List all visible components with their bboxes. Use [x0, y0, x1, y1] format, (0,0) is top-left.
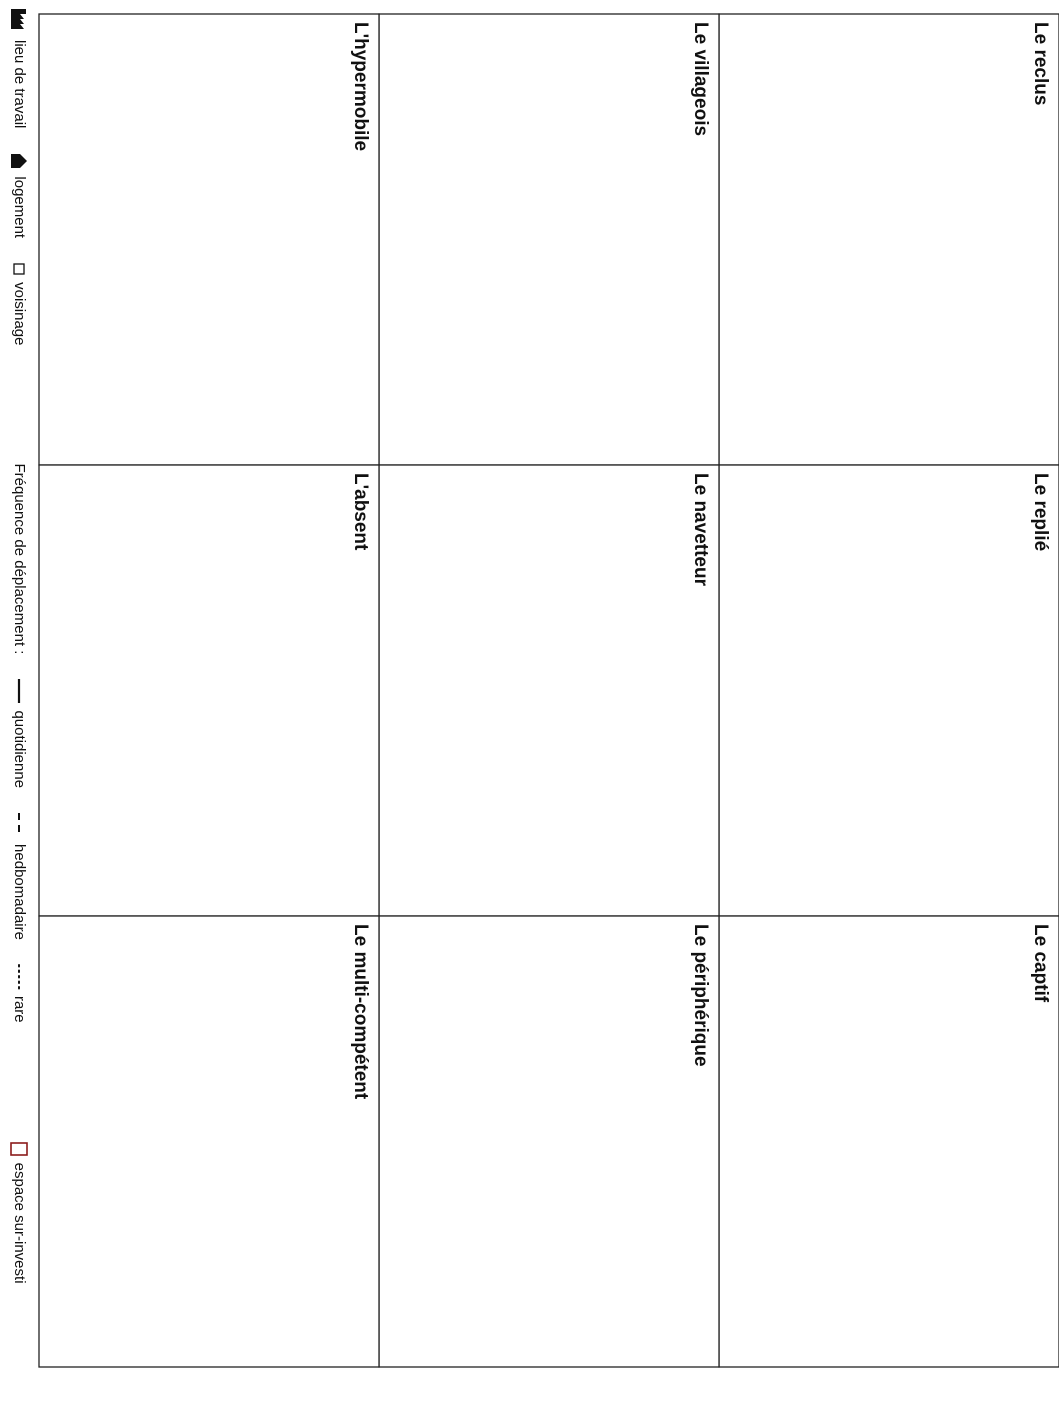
- panel-title-absent: L'absent: [350, 473, 371, 551]
- legend-neighborhood-label: voisinage: [11, 282, 28, 346]
- panel-frame-absent: [38, 464, 380, 917]
- panel-title-navetteur: Le navetteur: [690, 473, 711, 587]
- panel-frame-villageois: [378, 13, 720, 466]
- panel-title-reclus: Le reclus: [1030, 22, 1051, 105]
- panel-peripherique: Ailleurscentre-villela villepôle périphé…: [378, 915, 720, 1368]
- dashed-line-icon: [18, 813, 21, 838]
- legend-housing-label: logement: [11, 176, 28, 239]
- legend-daily-label: quotidienne: [11, 710, 28, 789]
- legend-over-invested-label: espace sur-investi: [11, 1162, 28, 1284]
- panel-reclus: Ailleurscentre-villela villepôle périphé…: [718, 13, 1059, 466]
- legend-weekly: hedbomadaire: [11, 812, 28, 940]
- panel-captif: Ailleurscentre-villela villepôle périphé…: [718, 915, 1059, 1368]
- legend-over-invested: espace sur-investi: [10, 1141, 29, 1284]
- panel-replie: Ailleurscentre-villela villepôle périphé…: [718, 464, 1059, 917]
- panel-title-captif: Le captif: [1030, 924, 1051, 1003]
- legend-daily: quotidienne: [11, 678, 28, 788]
- legend-rare: rare: [11, 963, 28, 1023]
- factory-icon: [11, 9, 27, 29]
- legend-weekly-label: hedbomadaire: [11, 844, 28, 940]
- panel-title-peripherique: Le périphérique: [690, 924, 711, 1067]
- panel-title-multi: Le multi-compétent: [350, 924, 371, 1100]
- panel-villageois: Ailleurscentre-villela villepôle périphé…: [378, 13, 720, 466]
- legend-workplace: lieu de travail: [11, 8, 29, 128]
- legend: lieu de travail logement voisinage Fréqu…: [0, 0, 39, 1413]
- panel-frame-multi: [38, 915, 380, 1368]
- panel-title-hypermobile: L'hypermobile: [350, 22, 371, 151]
- panel-hypermobile: Ailleurscentre-villela villepôle périphé…: [38, 13, 380, 466]
- neighborhood-square-icon: [13, 263, 26, 275]
- solid-line-icon: [18, 679, 21, 704]
- panel-multi: Ailleurscentre-villela villepôle périphé…: [38, 915, 380, 1368]
- legend-rare-label: rare: [11, 995, 28, 1023]
- legend-neighborhood: voisinage: [11, 262, 28, 346]
- panel-title-villageois: Le villageois: [690, 22, 711, 136]
- panel-frame-captif: [718, 915, 1059, 1368]
- panel-frame-hypermobile: [38, 13, 380, 466]
- panel-frame-navetteur: [378, 464, 720, 917]
- dotted-line-icon: [18, 963, 21, 990]
- house-icon: [11, 154, 28, 169]
- legend-frequency-title: Fréquence de déplacement :: [11, 463, 28, 655]
- red-outline-square-icon: [10, 1141, 29, 1156]
- panel-navetteur: Ailleurscentre-villela villepôle périphé…: [378, 464, 720, 917]
- legend-housing: logement: [11, 152, 29, 238]
- panel-absent: Ailleurscentre-villela villepôle périphé…: [38, 464, 380, 917]
- legend-workplace-label: lieu de travail: [11, 40, 28, 129]
- panel-frame-reclus: [718, 13, 1059, 466]
- panel-frame-replie: [718, 464, 1059, 917]
- panel-frame-peripherique: [378, 915, 720, 1368]
- panel-title-replie: Le replié: [1030, 473, 1051, 551]
